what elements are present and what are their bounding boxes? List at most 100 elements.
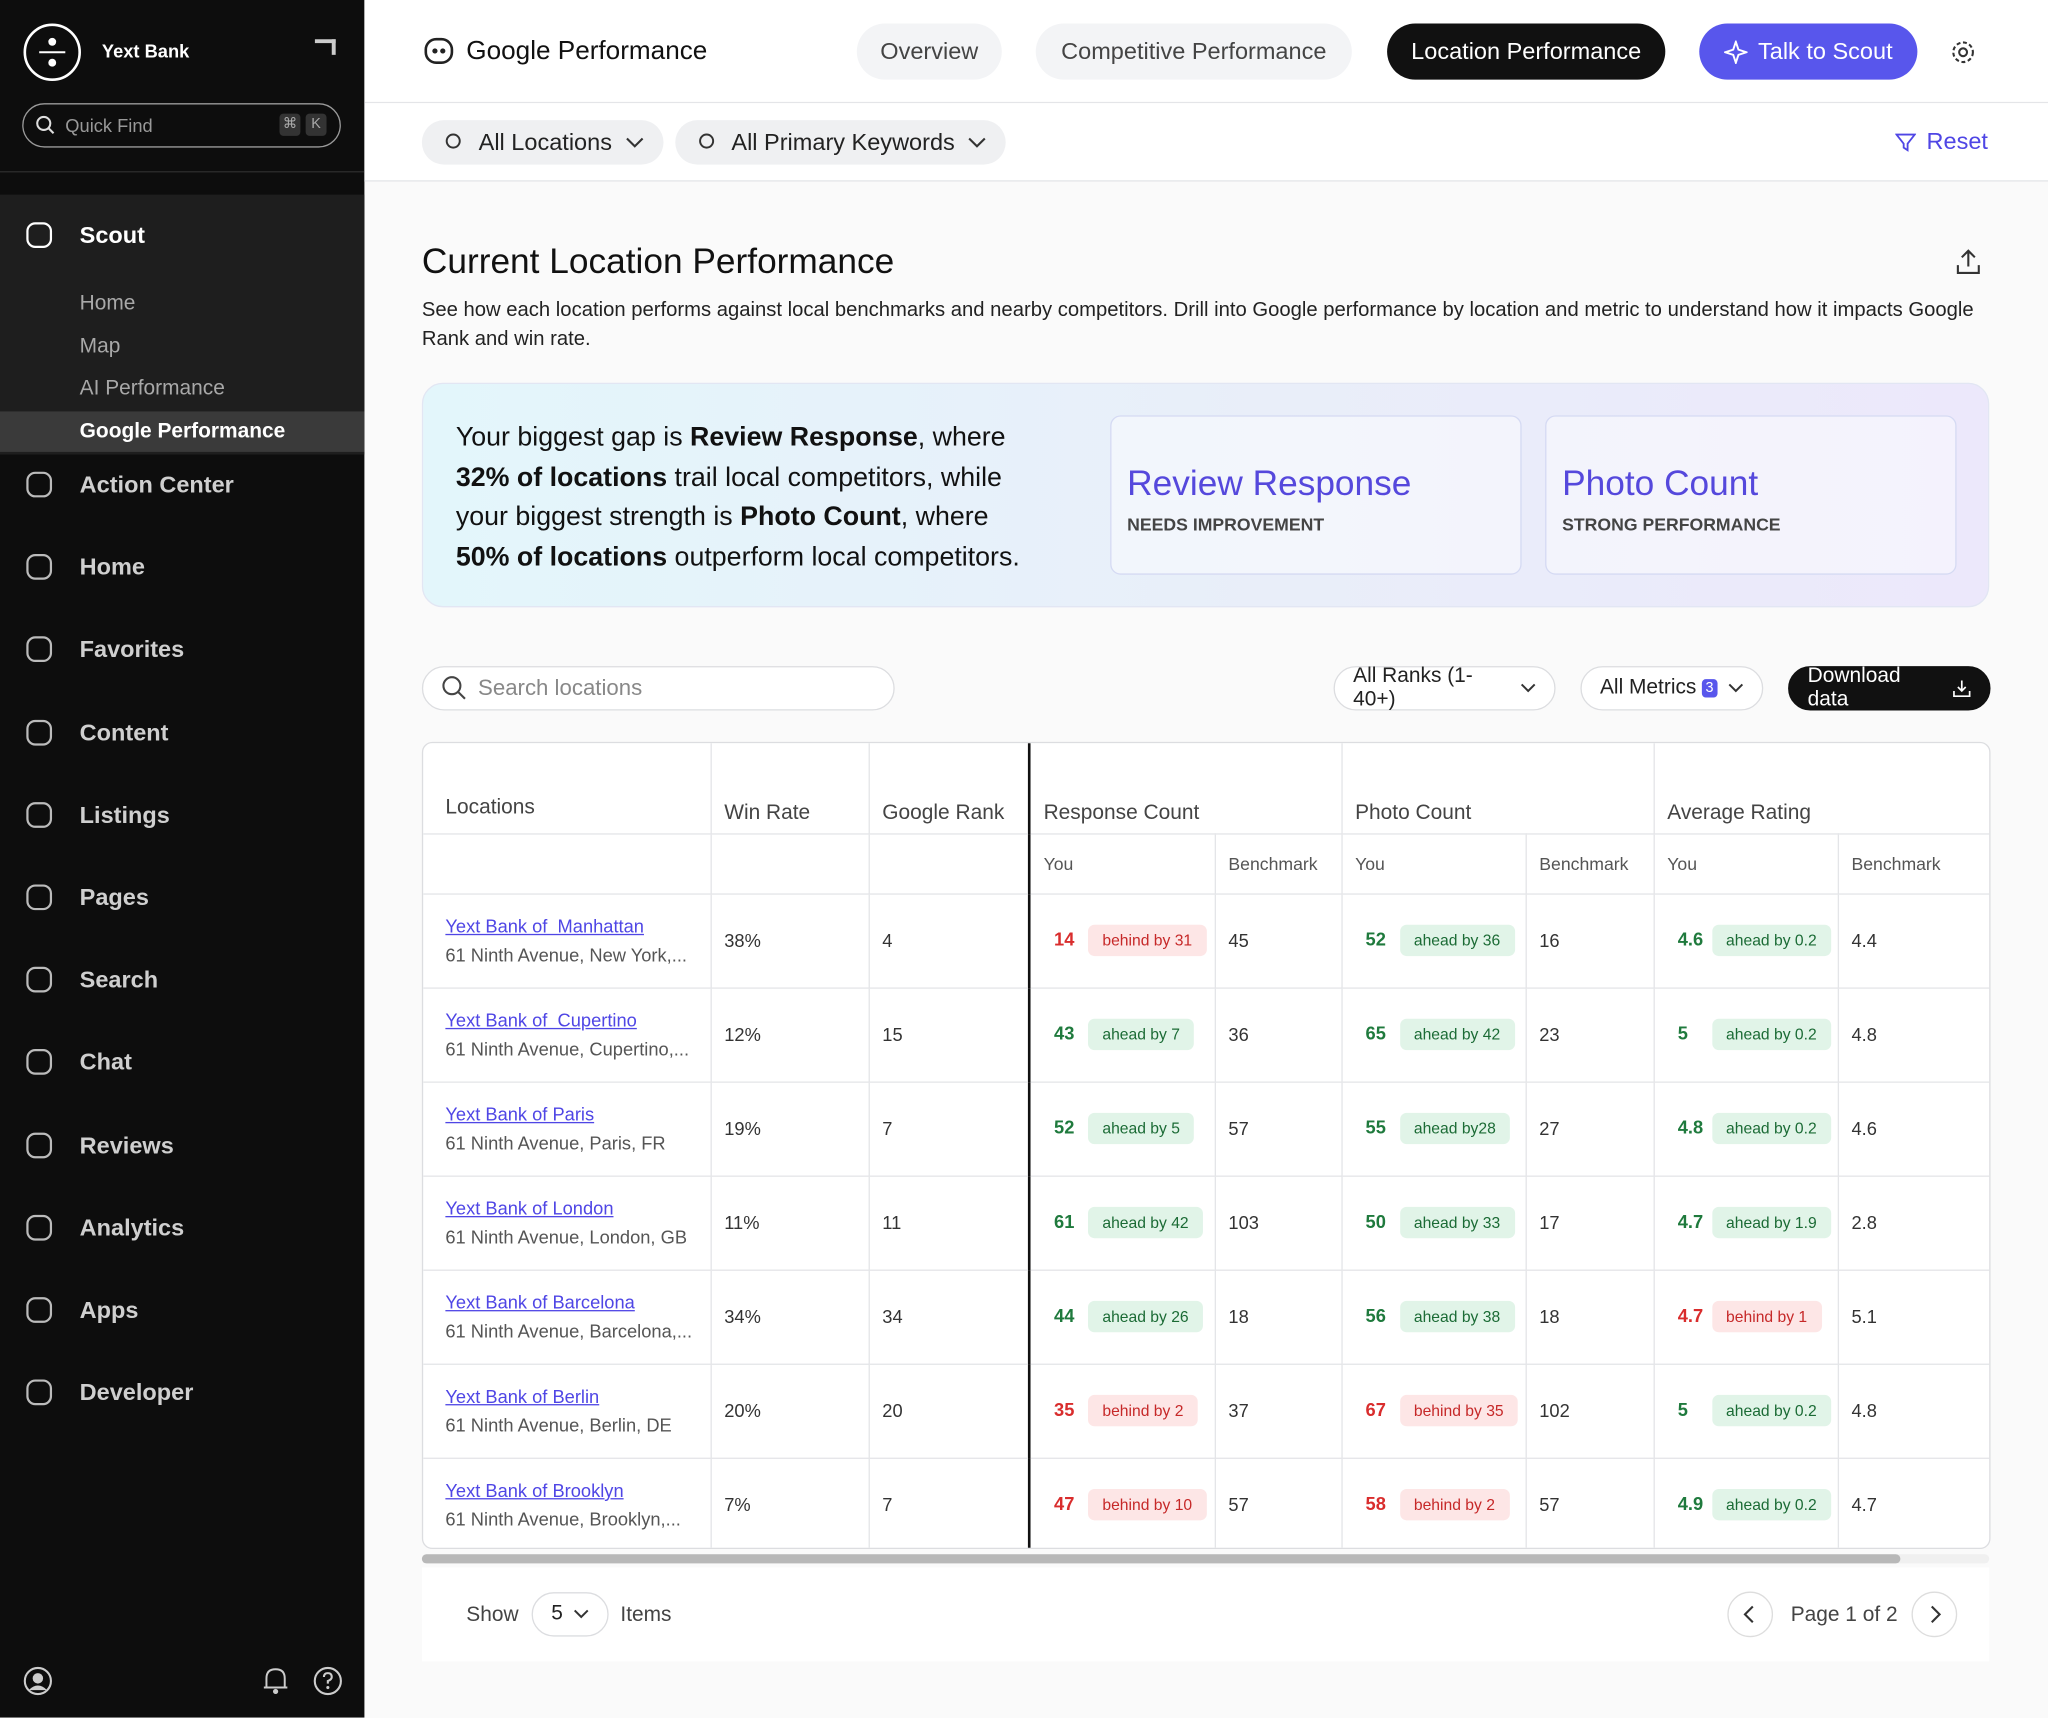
- insight-segment: trail local competitors, while your bigg…: [455, 461, 1002, 532]
- google-rank: 4: [868, 893, 1031, 989]
- nav-item[interactable]: Search: [79, 966, 159, 993]
- nav-subitem-row[interactable]: Map: [0, 326, 364, 366]
- download-button[interactable]: Download data: [1788, 665, 1991, 711]
- metric-benchmark: 17: [1525, 1175, 1655, 1271]
- nav-subitem: Home: [79, 292, 136, 315]
- bell-icon[interactable]: [261, 1665, 290, 1696]
- help-icon[interactable]: [312, 1665, 343, 1696]
- reset-label: Reset: [1926, 127, 1988, 155]
- nav-icon: [26, 1214, 53, 1241]
- nav-item[interactable]: Favorites: [79, 636, 185, 663]
- nav-icon: [26, 636, 53, 663]
- insight-panel: Your biggest gap is Review Response, whe…: [421, 382, 1990, 608]
- tab[interactable]: Competitive Performance: [1035, 23, 1352, 80]
- subheader: Benchmark: [1214, 833, 1343, 895]
- divider: [0, 171, 365, 173]
- subheader: You: [1653, 833, 1839, 895]
- filter-icon: [699, 133, 715, 149]
- metric-badge: ahead by 5: [1087, 1112, 1195, 1145]
- location-link[interactable]: Yext Bank of Barcelona: [445, 1291, 635, 1313]
- scroll-track: [421, 1554, 1990, 1564]
- location-row: Yext Bank of Manhattan 61 Ninth Avenue, N…: [423, 893, 1990, 989]
- talk-to-scout-button[interactable]: Talk to Scout: [1699, 23, 1918, 80]
- google-rank: 34: [868, 1269, 1031, 1365]
- metric-value: 4.7: [1677, 1210, 1704, 1232]
- export-icon[interactable]: [1954, 248, 1983, 277]
- location-link[interactable]: Yext Bank of London: [445, 1197, 614, 1219]
- location-link[interactable]: Yext Bank of Brooklyn: [445, 1479, 624, 1501]
- tab[interactable]: Location Performance: [1387, 23, 1666, 80]
- page-size-select[interactable]: 5: [531, 1592, 609, 1637]
- logo: [23, 23, 81, 81]
- pagination-bar: Show 5 Items Page 1 of 2: [421, 1567, 1990, 1662]
- metric-badge: ahead by 38: [1399, 1300, 1515, 1333]
- metric-value: 14: [1054, 928, 1075, 950]
- prev-page[interactable]: [1727, 1591, 1774, 1638]
- location-cell: Yext Bank of Manhattan 61 Ninth Avenue, N…: [423, 893, 712, 989]
- metric-value: 50: [1365, 1210, 1386, 1232]
- settings-icon[interactable]: [1950, 39, 1976, 65]
- google-rank: 11: [868, 1175, 1031, 1271]
- metric-benchmark: 4.4: [1837, 893, 1990, 989]
- insight-card[interactable]: Review Response NEEDS IMPROVEMENT: [1110, 415, 1522, 575]
- location-link[interactable]: Yext Bank of Paris: [445, 1103, 595, 1125]
- nav-icon: [26, 554, 53, 580]
- win-rate: 20%: [710, 1363, 870, 1459]
- insight-card-subtitle: STRONG PERFORMANCE: [1562, 514, 1781, 535]
- location-link[interactable]: Yext Bank of Cupertino: [445, 1009, 637, 1031]
- nav-item[interactable]: Reviews: [79, 1131, 174, 1158]
- location-link[interactable]: Yext Bank of Berlin: [445, 1385, 600, 1407]
- quick-find-placeholder: Quick Find: [65, 114, 153, 136]
- location-row: Yext Bank of Brooklyn 61 Ninth Avenue, Br…: [423, 1457, 1990, 1548]
- nav-item[interactable]: Pages: [79, 884, 149, 911]
- next-page[interactable]: [1911, 1591, 1958, 1638]
- insight-card[interactable]: Photo Count STRONG PERFORMANCE: [1545, 415, 1957, 575]
- location-address: 61 Ninth Avenue, Berlin, DE: [445, 1414, 672, 1436]
- nav-subitem-row[interactable]: Google Performance: [0, 411, 365, 453]
- metric-value: 44: [1054, 1304, 1075, 1326]
- reset-button[interactable]: Reset: [1895, 128, 1988, 155]
- metric-you: 14 behind by 31: [1029, 893, 1216, 989]
- metric-badge: behind by 1: [1711, 1300, 1822, 1333]
- metric-benchmark: 45: [1214, 893, 1343, 989]
- metric-you: 52 ahead by 36: [1341, 893, 1527, 989]
- tab[interactable]: Overview: [856, 23, 1002, 80]
- metric-group-header: Photo Count: [1341, 743, 1655, 834]
- search-box[interactable]: Search locations: [421, 666, 895, 711]
- sidebar: Yext Bank Quick Find ⌘ K Scout Home Map AI …: [0, 0, 365, 1718]
- nav-item[interactable]: Action Center: [79, 471, 234, 498]
- metrics-count: 3: [1701, 679, 1718, 698]
- metric-value: 65: [1365, 1022, 1386, 1044]
- show-label: Show: [466, 1603, 519, 1627]
- metric-you: 65 ahead by 42: [1341, 987, 1527, 1083]
- nav-item[interactable]: Listings: [79, 801, 170, 828]
- chevron: [1521, 683, 1536, 693]
- page-size: 5: [551, 1602, 563, 1625]
- collapse-icon[interactable]: [314, 39, 339, 57]
- scroll-thumb[interactable]: [421, 1554, 1901, 1564]
- location-link[interactable]: Yext Bank of Manhattan: [445, 915, 644, 937]
- metric-badge: behind by 31: [1087, 924, 1207, 957]
- quick-find[interactable]: Quick Find ⌘ K: [22, 103, 341, 148]
- metric-value: 67: [1365, 1398, 1386, 1420]
- nav-item[interactable]: Analytics: [79, 1214, 185, 1241]
- metrics-dropdown[interactable]: All Metrics 3: [1580, 666, 1764, 711]
- filter-dropdown[interactable]: All Primary Keywords: [675, 120, 1006, 165]
- ranks-dropdown[interactable]: All Ranks (1-40+): [1333, 665, 1556, 711]
- metric-value: 47: [1054, 1492, 1075, 1514]
- insight-highlight: 50% of locations: [455, 541, 668, 572]
- nav-item[interactable]: Content: [79, 719, 169, 746]
- nav-item[interactable]: Chat: [79, 1049, 132, 1076]
- nav-item[interactable]: Developer: [79, 1379, 194, 1406]
- nav-item[interactable]: Apps: [79, 1296, 139, 1324]
- nav-item[interactable]: Scout: [79, 222, 145, 249]
- nav-subitem: AI Performance: [79, 377, 225, 401]
- filter-icon: [446, 133, 462, 149]
- nav-item[interactable]: Home: [79, 554, 145, 581]
- filter-dropdown[interactable]: All Locations: [421, 120, 664, 165]
- nav-subitem-row[interactable]: AI Performance: [0, 369, 364, 409]
- nav-subitem-row[interactable]: Home: [0, 283, 364, 323]
- metric-benchmark: 18: [1214, 1269, 1343, 1365]
- profile-icon[interactable]: [22, 1665, 53, 1696]
- metric-value: 4.9: [1677, 1492, 1704, 1514]
